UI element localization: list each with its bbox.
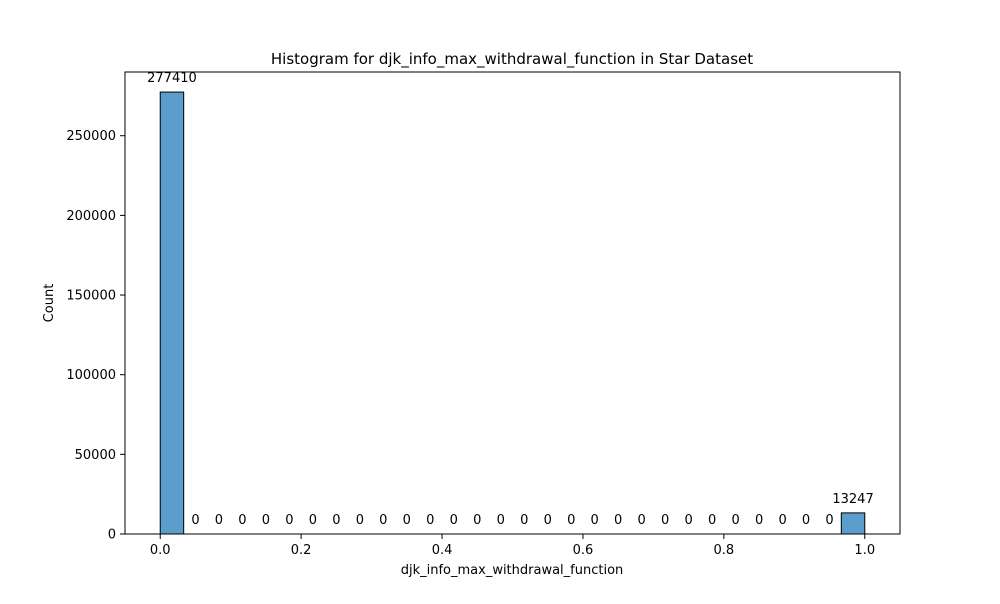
- bar-count-label: 0: [309, 513, 317, 528]
- bar-count-label: 0: [473, 513, 481, 528]
- bar-count-label: 0: [356, 513, 364, 528]
- x-tick-label: 0.4: [432, 543, 453, 558]
- bars-group: [159, 91, 866, 535]
- plot-frame: [124, 71, 901, 535]
- y-axis-label: Count: [42, 284, 57, 323]
- bar-count-label: 0: [332, 513, 340, 528]
- bar-count-label: 0: [520, 513, 528, 528]
- bar-count-label: 0: [191, 513, 199, 528]
- bar-count-label: 0: [544, 513, 552, 528]
- x-tick-label: 0.8: [714, 543, 735, 558]
- histogram-bar: [840, 512, 866, 535]
- bar-count-label: 0: [238, 513, 246, 528]
- bar-count-label: 0: [614, 513, 622, 528]
- chart-title: Histogram for djk_info_max_withdrawal_fu…: [271, 50, 753, 69]
- bar-count-label: 0: [591, 513, 599, 528]
- bar-count-label: 0: [262, 513, 270, 528]
- bar-count-label: 0: [426, 513, 434, 528]
- bar-count-label: 0: [567, 513, 575, 528]
- y-tick-label: 0: [108, 528, 116, 543]
- bar-count-label: 0: [215, 513, 223, 528]
- bar-count-label: 0: [450, 513, 458, 528]
- bar-count-label: 0: [403, 513, 411, 528]
- bar-count-label: 0: [661, 513, 669, 528]
- bar-count-label: 0: [497, 513, 505, 528]
- x-tick-label: 0.0: [150, 543, 171, 558]
- bar-count-label: 0: [684, 513, 692, 528]
- y-tick-label: 50000: [75, 448, 116, 463]
- y-tick-label: 150000: [66, 289, 116, 304]
- bar-count-label: 0: [825, 513, 833, 528]
- x-axis-label: djk_info_max_withdrawal_function: [401, 563, 624, 578]
- y-axis-ticks: 0 50000 100000 150000 200000 250000: [66, 129, 125, 543]
- bar-count-label: 13247: [832, 492, 873, 507]
- bar-count-label: 0: [708, 513, 716, 528]
- x-tick-label: 1.0: [854, 543, 875, 558]
- histogram-bar: [159, 91, 185, 535]
- bar-count-label: 0: [285, 513, 293, 528]
- bar-count-label: 0: [802, 513, 810, 528]
- x-tick-label: 0.6: [573, 543, 594, 558]
- x-axis-ticks: 0.0 0.2 0.4 0.6 0.8 1.0: [150, 534, 875, 558]
- bar-count-label: 0: [778, 513, 786, 528]
- bar-count-label: 0: [379, 513, 387, 528]
- bar-count-label: 0: [755, 513, 763, 528]
- bar-count-label: 0: [731, 513, 739, 528]
- bar-count-label: 0: [638, 513, 646, 528]
- x-tick-label: 0.2: [291, 543, 312, 558]
- bar-count-label: 277410: [147, 71, 197, 86]
- y-tick-label: 200000: [66, 209, 116, 224]
- y-tick-label: 250000: [66, 129, 116, 144]
- y-tick-label: 100000: [66, 368, 116, 383]
